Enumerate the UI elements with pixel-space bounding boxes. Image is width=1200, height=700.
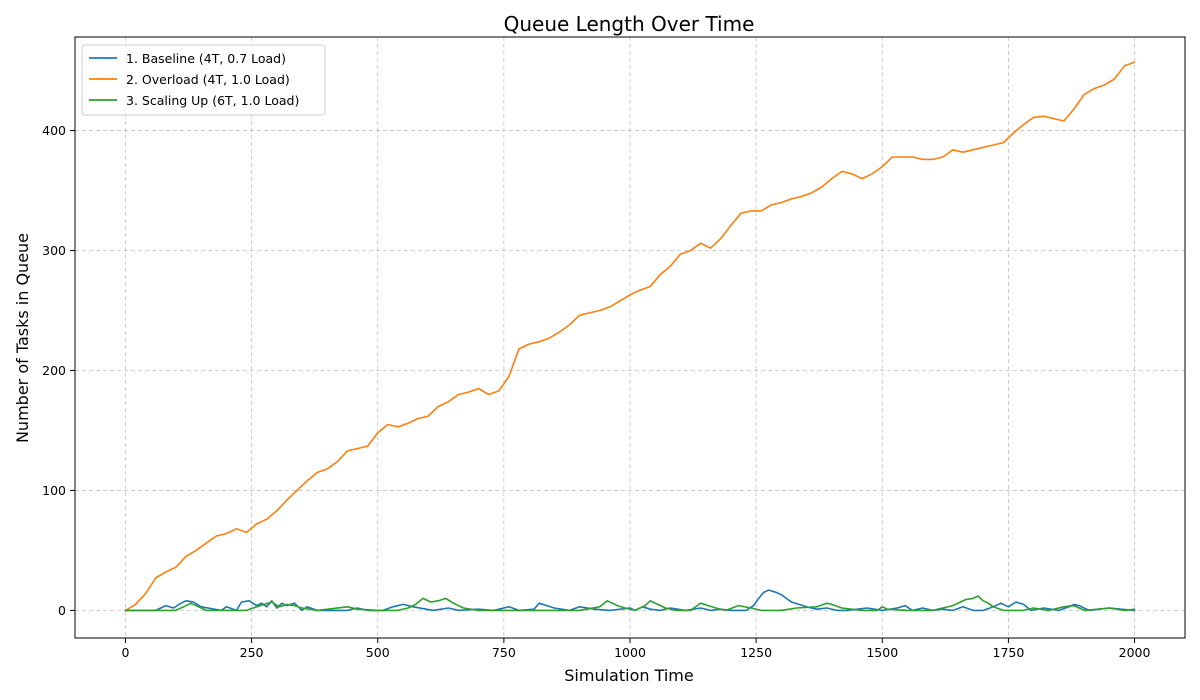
legend-box: [81, 44, 326, 116]
grid-layer: [75, 37, 1185, 638]
y-tick-label: 100: [42, 483, 66, 498]
chart-title: Queue Length Over Time: [504, 12, 755, 36]
x-tick-label: 750: [492, 645, 516, 660]
x-axis-label: Simulation Time: [564, 666, 693, 685]
legend: 1. Baseline (4T, 0.7 Load) 2. Overload (…: [81, 44, 326, 116]
x-tick-label: 1000: [614, 645, 646, 660]
tick-layer: 0 250 500 750 1000 1250 1500 1750 2000 0 100 200 300…: [42, 123, 1150, 660]
y-tick-label: 0: [58, 603, 66, 618]
plot-frame: [74, 36, 1186, 639]
y-tick-label: 400: [42, 123, 66, 138]
y-axis-label: Number of Tasks in Queue: [13, 233, 32, 443]
legend-label-baseline: 1. Baseline (4T, 0.7 Load): [126, 51, 286, 66]
series-layer: [124, 61, 1136, 612]
x-tick-label: 0: [121, 645, 129, 660]
legend-label-scaling-up: 3. Scaling Up (6T, 1.0 Load): [126, 93, 299, 108]
x-tick-label: 2000: [1119, 645, 1151, 660]
x-tick-label: 1500: [866, 645, 898, 660]
x-tick-label: 1750: [993, 645, 1025, 660]
y-tick-label: 300: [42, 243, 66, 258]
x-tick-label: 1250: [740, 645, 772, 660]
x-tick-label: 250: [240, 645, 264, 660]
series-line-scaling-up: [124, 595, 1136, 612]
series-line-baseline: [124, 589, 1136, 612]
series-line-overload: [124, 61, 1136, 612]
y-tick-label: 200: [42, 363, 66, 378]
legend-label-overload: 2. Overload (4T, 1.0 Load): [126, 72, 290, 87]
x-tick-label: 500: [366, 645, 390, 660]
